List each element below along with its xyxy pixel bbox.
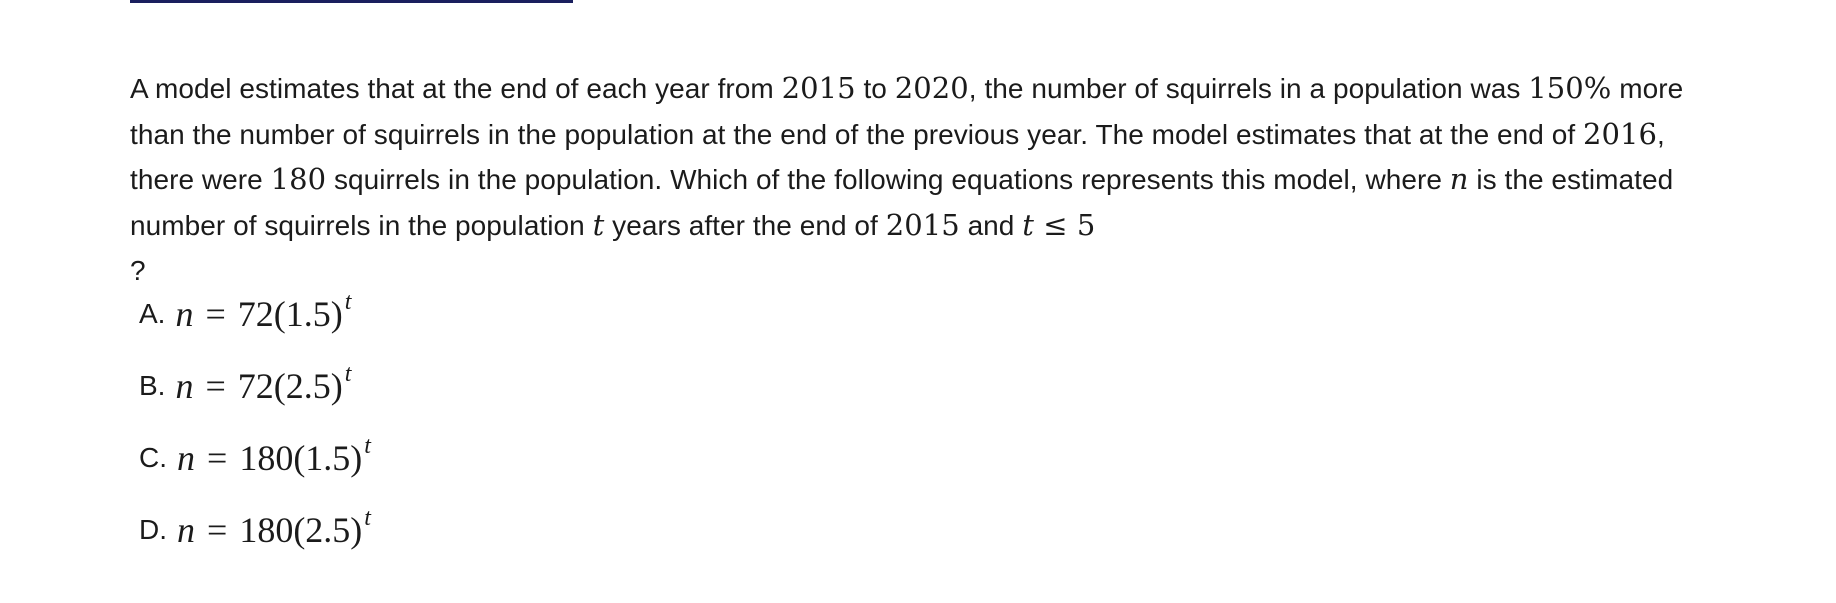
- equals-sign: =: [207, 438, 228, 478]
- question-text-segment: , there were: [130, 118, 1665, 196]
- question-text: A model estimates that at the end of eac…: [130, 66, 1730, 294]
- question-mark: ?: [130, 255, 146, 286]
- choice-equation: n = 180(2.5)t: [177, 505, 371, 551]
- choice-letter: D.: [139, 514, 167, 545]
- question-text-segment: is the estimated number of squirrels in …: [130, 164, 1674, 241]
- question-text-segment: squirrels in the population. Which of th…: [326, 164, 1450, 195]
- squirrel-count: 180: [270, 162, 327, 196]
- equation-variable: n: [175, 366, 194, 406]
- choice-c[interactable]: C. n = 180(1.5)t: [139, 422, 371, 494]
- growth-percent: 150%: [1528, 71, 1612, 105]
- equation-expression: 72(1.5): [237, 294, 343, 334]
- equals-sign: =: [205, 294, 226, 334]
- question-text-segment: and: [959, 209, 1023, 241]
- base-year: 2015: [885, 207, 960, 242]
- equals-sign: =: [207, 510, 228, 550]
- equation-expression: 72(2.5): [237, 366, 343, 406]
- reference-year: 2016: [1583, 116, 1658, 151]
- question-text-segment: more than the number of squirrels in the…: [130, 73, 1684, 150]
- choice-equation: n = 72(1.5)t: [175, 289, 351, 335]
- variable-n: n: [1449, 162, 1469, 196]
- equals-sign: =: [205, 366, 226, 406]
- equation-variable: n: [177, 438, 195, 478]
- variable-t: t: [1022, 207, 1034, 242]
- equation-exponent: t: [364, 505, 371, 531]
- choice-equation: n = 180(1.5)t: [177, 433, 371, 479]
- choice-d[interactable]: D. n = 180(2.5)t: [139, 494, 371, 566]
- variable-t: t: [592, 207, 605, 242]
- choice-equation: n = 72(2.5)t: [175, 361, 351, 407]
- less-equal-symbol: ≤: [1033, 207, 1077, 242]
- top-divider: [130, 0, 573, 3]
- choice-a[interactable]: A. n = 72(1.5)t: [139, 278, 371, 350]
- question-text-segment: A model estimates that at the end of eac…: [130, 73, 782, 104]
- equation-variable: n: [175, 294, 194, 334]
- equation-exponent: t: [364, 433, 371, 459]
- equation-exponent: t: [344, 361, 352, 387]
- question-text-segment: , the number of squirrels in a populatio…: [968, 73, 1529, 104]
- question-text-segment: to: [855, 73, 895, 104]
- t-upper-bound: 5: [1076, 207, 1096, 242]
- year-start: 2015: [781, 71, 856, 105]
- answer-choices: A. n = 72(1.5)t B. n = 72(2.5)t C. n = 180(1.5…: [139, 278, 371, 566]
- year-end: 2020: [894, 71, 969, 105]
- equation-variable: n: [177, 510, 195, 550]
- choice-letter: C.: [139, 442, 167, 473]
- question-text-segment: years after the end of: [604, 209, 886, 241]
- equation-expression: 180(2.5): [239, 510, 363, 550]
- equation-expression: 180(1.5): [239, 438, 363, 478]
- choice-letter: A.: [139, 298, 166, 329]
- equation-exponent: t: [344, 289, 352, 315]
- choice-b[interactable]: B. n = 72(2.5)t: [139, 350, 371, 422]
- choice-letter: B.: [139, 370, 166, 401]
